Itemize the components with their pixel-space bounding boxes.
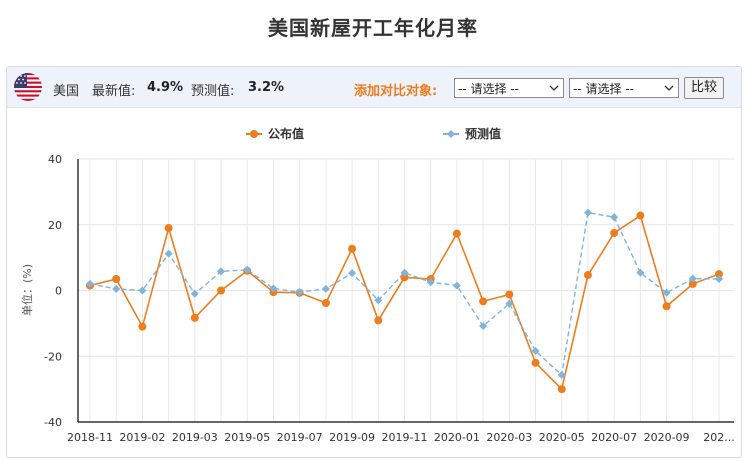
legend-item-forecast[interactable]: 预测值 <box>443 126 501 141</box>
y-tick-label: 20 <box>48 219 62 232</box>
data-point-published[interactable] <box>374 316 383 325</box>
compare-select-1[interactable]: -- 请选择 -- <box>454 78 564 98</box>
legend-label-forecast: 预测值 <box>465 126 501 141</box>
x-tick-label: 2020-01 <box>434 431 480 444</box>
chevron-down-icon <box>664 85 674 91</box>
data-point-forecast[interactable] <box>426 278 435 287</box>
data-point-forecast[interactable] <box>715 274 723 283</box>
data-point-published[interactable] <box>610 228 619 237</box>
data-point-published[interactable] <box>321 298 330 307</box>
data-point-forecast[interactable] <box>557 370 566 379</box>
data-point-published[interactable] <box>479 297 488 306</box>
x-tick-label: 2019-07 <box>277 431 323 444</box>
data-point-published[interactable] <box>217 286 226 295</box>
x-tick-label: 2019-02 <box>119 431 165 444</box>
x-tick-labels: 2018-11 2019-02 2019-03 2019-05 2019-07 2019-… <box>67 431 735 444</box>
chart-panel: 美国 最新值: 4.9% 预测值: 3.2% 添加对比对象: -- 请选择 --… <box>6 66 742 458</box>
data-point-published[interactable] <box>400 273 409 282</box>
data-point-forecast[interactable] <box>164 249 173 258</box>
data-point-forecast[interactable] <box>295 288 304 297</box>
data-point-published[interactable] <box>583 271 592 280</box>
data-point-published[interactable] <box>662 302 671 311</box>
compare-select-2-value: -- 请选择 -- <box>573 82 634 96</box>
y-tick-labels: 40 20 0 -20 -40 <box>44 153 62 429</box>
x-tick-label: 2019-03 <box>172 431 218 444</box>
data-point-published[interactable] <box>138 322 147 331</box>
data-point-forecast[interactable] <box>452 281 461 290</box>
data-point-forecast[interactable] <box>112 284 121 293</box>
data-point-published[interactable] <box>636 211 645 220</box>
data-point-forecast[interactable] <box>610 213 619 222</box>
latest-label: 最新值: <box>92 84 136 99</box>
legend: 公布值 预测值 <box>246 126 501 141</box>
data-point-forecast[interactable] <box>505 299 514 308</box>
data-point-forecast[interactable] <box>688 274 697 283</box>
data-point-published[interactable] <box>348 244 357 253</box>
y-tick-label: -20 <box>44 350 62 363</box>
x-tick-label: 2020-09 <box>644 431 690 444</box>
series <box>86 208 723 394</box>
latest-value: 4.9% <box>147 80 184 95</box>
data-point-published[interactable] <box>531 358 540 367</box>
data-point-forecast[interactable] <box>531 346 540 355</box>
x-tick-label: 2020-03 <box>486 431 532 444</box>
data-point-forecast[interactable] <box>243 265 252 274</box>
x-tick-label: 2019-05 <box>224 431 270 444</box>
x-tick-label: 2019-11 <box>382 431 428 444</box>
x-tick-label: 2020-07 <box>591 431 637 444</box>
forecast-value: 3.2% <box>248 80 285 95</box>
country-name: 美国 <box>53 84 80 99</box>
compare-select-1-value: -- 请选择 -- <box>458 82 519 96</box>
legend-label-published: 公布值 <box>268 126 304 141</box>
us-flag-icon <box>14 73 42 101</box>
toolbar: 美国 最新值: 4.9% 预测值: 3.2% 添加对比对象: -- 请选择 --… <box>7 67 741 108</box>
data-point-forecast[interactable] <box>662 288 671 297</box>
data-point-forecast[interactable] <box>400 268 409 277</box>
compare-label: 添加对比对象: <box>354 84 438 99</box>
legend-item-published[interactable]: 公布值 <box>246 126 304 141</box>
compare-select-2[interactable]: -- 请选择 -- <box>569 78 679 98</box>
y-tick-label: 0 <box>55 285 62 298</box>
grid-lines <box>77 158 734 423</box>
data-point-published[interactable] <box>452 229 461 238</box>
x-tick-label: 2019-09 <box>329 431 375 444</box>
data-point-forecast[interactable] <box>374 296 383 305</box>
data-point-forecast[interactable] <box>479 322 488 331</box>
compare-button[interactable]: 比较 <box>684 77 724 99</box>
x-tick-label: 202... <box>703 431 735 444</box>
x-tick-label: 2018-11 <box>67 431 113 444</box>
data-point-published[interactable] <box>505 290 514 299</box>
data-point-published[interactable] <box>715 270 723 279</box>
y-axis-label: 单位：(%) <box>20 264 34 316</box>
data-point-published[interactable] <box>164 224 173 233</box>
data-point-published[interactable] <box>112 274 121 283</box>
data-point-published[interactable] <box>688 279 697 288</box>
data-point-forecast[interactable] <box>190 289 199 298</box>
forecast-label: 预测值: <box>191 84 235 99</box>
page-title: 美国新屋开工年化月率 <box>268 16 478 40</box>
chevron-down-icon <box>549 85 559 91</box>
data-point-forecast[interactable] <box>636 268 645 277</box>
data-point-published[interactable] <box>557 385 566 394</box>
y-tick-label: -40 <box>44 416 62 429</box>
data-point-forecast[interactable] <box>217 267 226 276</box>
data-point-published[interactable] <box>190 313 199 322</box>
x-tick-label: 2020-05 <box>539 431 585 444</box>
data-point-forecast[interactable] <box>583 208 592 217</box>
data-point-forecast[interactable] <box>138 286 147 295</box>
y-tick-label: 40 <box>48 153 62 166</box>
data-point-forecast[interactable] <box>86 279 94 288</box>
data-point-forecast[interactable] <box>321 284 330 293</box>
data-point-forecast[interactable] <box>348 269 357 278</box>
data-point-forecast[interactable] <box>269 284 278 293</box>
